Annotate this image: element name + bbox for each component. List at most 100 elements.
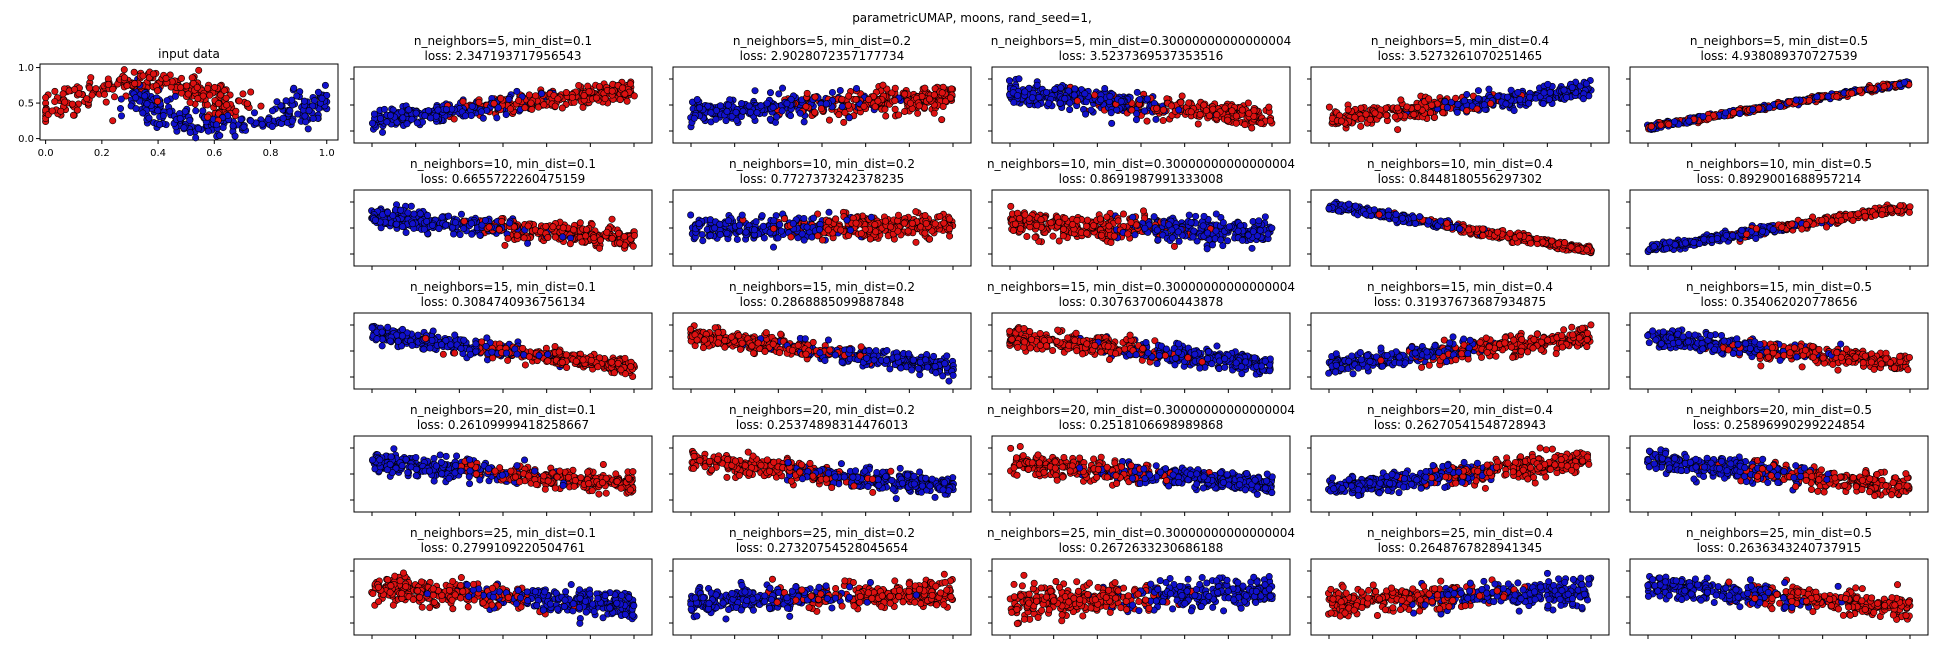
- embedding-point-blue: [1152, 115, 1160, 123]
- embedding-point-blue: [1010, 98, 1018, 106]
- embedding-point-red: [1425, 95, 1433, 103]
- input-point-red: [131, 80, 139, 88]
- embedding-point-red: [872, 228, 880, 236]
- embedding-point-red: [495, 226, 503, 234]
- embedding-point-red: [501, 241, 509, 249]
- embedding-point-blue: [1153, 226, 1161, 234]
- figure-title: parametricUMAP, moons, rand_seed=1,: [852, 11, 1092, 25]
- input-point-red: [243, 100, 251, 108]
- input-point-blue: [268, 122, 276, 130]
- embedding-point-red: [901, 90, 909, 98]
- embedding-point-red: [1583, 246, 1591, 254]
- embedding-point-blue: [1416, 213, 1424, 221]
- embedding-point-red: [845, 92, 853, 100]
- embedding-point-blue: [383, 118, 391, 126]
- embedding-point-red: [1228, 107, 1236, 115]
- embedding-point-blue: [1141, 107, 1149, 115]
- embedding-point-blue: [738, 100, 746, 108]
- embedding-point-red: [630, 231, 638, 239]
- embedding-point-blue: [847, 226, 855, 234]
- embedding-point-red: [945, 225, 953, 233]
- embedding-point-blue: [1190, 227, 1198, 235]
- input-point-red: [75, 90, 83, 98]
- input-point-blue: [143, 100, 151, 108]
- input-point-red: [48, 107, 56, 115]
- embedding-point-blue: [1192, 212, 1200, 220]
- input-point-blue: [229, 122, 237, 130]
- input-point-red: [184, 90, 192, 98]
- embedding-point-red: [1143, 117, 1151, 125]
- input-point-blue: [212, 121, 220, 129]
- umap-panel: n_neighbors=10, min_dist=0.3000000000000…: [987, 157, 1295, 270]
- embedding-point-blue: [1234, 227, 1242, 235]
- embedding-point-blue: [732, 108, 740, 116]
- embedding-point-red: [891, 97, 899, 105]
- embedding-point-blue: [707, 109, 715, 117]
- embedding-point-red: [1856, 86, 1864, 94]
- embedding-point-red: [1248, 124, 1256, 132]
- embedding-point-red: [1548, 237, 1556, 245]
- input-point-blue: [309, 115, 317, 123]
- embedding-point-red: [1366, 115, 1374, 123]
- embedding-point-red: [1098, 231, 1106, 239]
- embedding-point-red: [603, 228, 611, 236]
- embedding-point-red: [601, 95, 609, 103]
- input-point-red: [61, 98, 69, 106]
- input-point-blue: [171, 92, 179, 100]
- embedding-point-red: [1090, 222, 1098, 230]
- embedding-point-blue: [1015, 75, 1023, 83]
- input-point-red: [257, 102, 265, 110]
- embedding-point-blue: [1169, 234, 1177, 242]
- panel-loss: loss: 2.347193717956543: [424, 49, 581, 63]
- embedding-point-red: [1357, 122, 1365, 130]
- embedding-point-blue: [462, 112, 470, 120]
- embedding-point-red: [921, 229, 929, 237]
- embedding-point-blue: [828, 88, 836, 96]
- embedding-point-red: [559, 224, 567, 232]
- embedding-point-red: [837, 226, 845, 234]
- embedding-point-blue: [460, 225, 468, 233]
- input-point-blue: [199, 107, 207, 115]
- input-point-red: [42, 94, 50, 102]
- embedding-point-red: [770, 225, 778, 233]
- embedding-point-red: [882, 112, 890, 120]
- embedding-point-red: [938, 89, 946, 97]
- panel-title: n_neighbors=10, min_dist=0.2: [729, 157, 915, 171]
- embedding-point-red: [887, 223, 895, 231]
- embedding-point-red: [621, 90, 629, 98]
- embedding-point-blue: [724, 101, 732, 109]
- embedding-point-blue: [783, 100, 791, 108]
- embedding-point-blue: [442, 105, 450, 113]
- embedding-point-red: [521, 104, 529, 112]
- embedding-point-blue: [371, 216, 379, 224]
- embedding-point-red: [1103, 213, 1111, 221]
- embedding-point-red: [597, 236, 605, 244]
- embedding-point-blue: [725, 217, 733, 225]
- embedding-point-blue: [723, 107, 731, 115]
- embedding-point-red: [1443, 219, 1451, 227]
- embedding-point-red: [1177, 98, 1185, 106]
- input-point-blue: [305, 107, 313, 115]
- embedding-point-red: [891, 105, 899, 113]
- input-ytick-label: 1.0: [18, 63, 34, 74]
- embedding-point-red: [914, 109, 922, 117]
- embedding-point-blue: [1582, 80, 1590, 88]
- embedding-point-red: [1049, 232, 1057, 240]
- embedding-point-red: [562, 88, 570, 96]
- input-point-red: [239, 90, 247, 98]
- embedding-point-blue: [722, 117, 730, 125]
- input-point-blue: [290, 84, 298, 92]
- input-point-blue: [258, 120, 266, 128]
- embedding-point-red: [595, 244, 603, 252]
- input-point-red: [109, 85, 117, 93]
- embedding-point-red: [947, 94, 955, 102]
- input-point-blue: [159, 112, 167, 120]
- embedding-point-blue: [1456, 225, 1464, 233]
- embedding-point-red: [615, 229, 623, 237]
- embedding-point-blue: [1131, 231, 1139, 239]
- embedding-point-blue: [733, 235, 741, 243]
- embedding-point-blue: [696, 104, 704, 112]
- embedding-point-red: [1241, 121, 1249, 129]
